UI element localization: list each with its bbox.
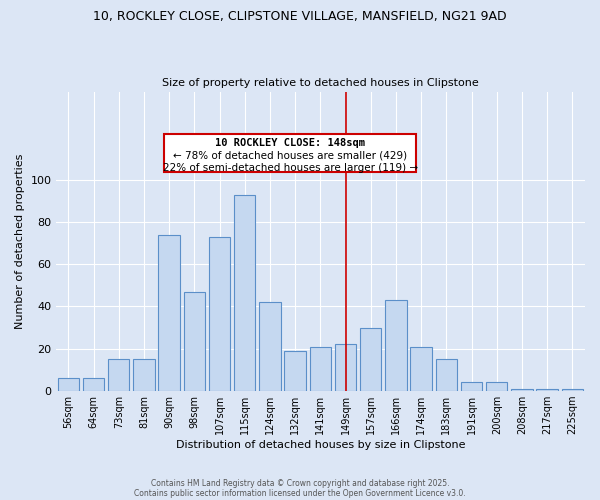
Bar	[335, 344, 356, 391]
Bar	[410, 346, 432, 391]
Bar	[158, 235, 180, 391]
Bar	[133, 359, 155, 391]
Bar	[209, 237, 230, 391]
Bar	[360, 328, 382, 391]
Bar	[164, 134, 416, 172]
Bar	[284, 350, 306, 391]
Bar	[461, 382, 482, 391]
Bar	[259, 302, 281, 391]
Bar	[184, 292, 205, 391]
Bar	[486, 382, 508, 391]
Bar	[511, 388, 533, 391]
Text: Contains public sector information licensed under the Open Government Licence v3: Contains public sector information licen…	[134, 488, 466, 498]
Text: Contains HM Land Registry data © Crown copyright and database right 2025.: Contains HM Land Registry data © Crown c…	[151, 478, 449, 488]
X-axis label: Distribution of detached houses by size in Clipstone: Distribution of detached houses by size …	[176, 440, 465, 450]
Bar	[108, 359, 130, 391]
Bar	[310, 346, 331, 391]
Text: 10, ROCKLEY CLOSE, CLIPSTONE VILLAGE, MANSFIELD, NG21 9AD: 10, ROCKLEY CLOSE, CLIPSTONE VILLAGE, MA…	[93, 10, 507, 23]
Bar	[58, 378, 79, 391]
Bar	[385, 300, 407, 391]
Y-axis label: Number of detached properties: Number of detached properties	[15, 154, 25, 329]
Bar	[536, 388, 558, 391]
Bar	[83, 378, 104, 391]
Text: 22% of semi-detached houses are larger (119) →: 22% of semi-detached houses are larger (…	[163, 163, 418, 173]
Bar	[234, 195, 256, 391]
Text: ← 78% of detached houses are smaller (429): ← 78% of detached houses are smaller (42…	[173, 150, 407, 160]
Bar	[562, 388, 583, 391]
Text: 10 ROCKLEY CLOSE: 148sqm: 10 ROCKLEY CLOSE: 148sqm	[215, 138, 365, 148]
Bar	[436, 359, 457, 391]
Title: Size of property relative to detached houses in Clipstone: Size of property relative to detached ho…	[162, 78, 479, 88]
